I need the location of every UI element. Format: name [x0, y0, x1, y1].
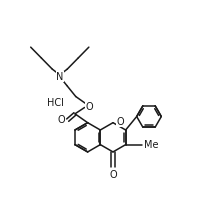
Text: HCl: HCl [47, 98, 64, 108]
Text: Me: Me [143, 140, 158, 150]
Text: O: O [57, 115, 65, 125]
Text: O: O [85, 102, 93, 112]
Text: O: O [115, 117, 123, 127]
Text: O: O [109, 170, 116, 180]
Text: N: N [56, 72, 63, 82]
